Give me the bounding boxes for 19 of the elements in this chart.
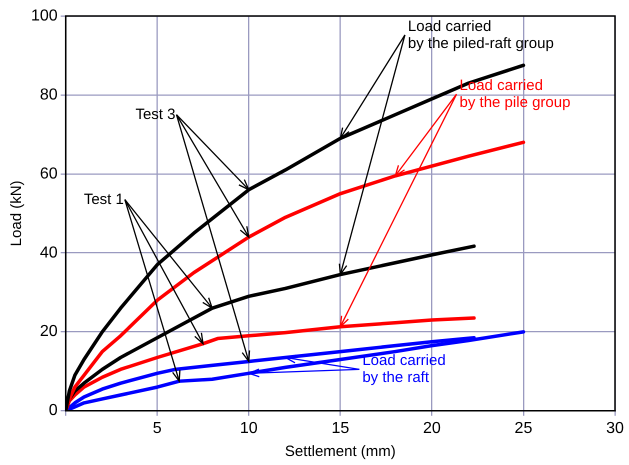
x-tick-label: 10 (240, 420, 258, 437)
annotation: Load carried by the pile group (460, 77, 570, 112)
y-axis-title: Load (kN) (8, 180, 26, 246)
x-tick-label: 25 (514, 420, 532, 437)
annotation: Load carried by the raft (362, 352, 446, 386)
y-tick-label: 60 (40, 165, 58, 182)
annotation: Test 1 (84, 191, 124, 208)
y-tick-label: 0 (48, 402, 58, 420)
x-tick-label: 30 (606, 420, 624, 437)
annotation: Load carried by the piled-raft group (408, 18, 554, 52)
y-tick-label: 20 (40, 323, 58, 340)
y-tick-label: 80 (40, 86, 58, 104)
x-tick-label: 5 (152, 420, 162, 437)
y-tick-label: 100 (30, 7, 58, 24)
x-axis-title: Settlement (mm) (284, 443, 396, 460)
y-tick-label: 40 (40, 244, 58, 262)
x-tick-label: 15 (331, 420, 350, 437)
annotation: Test 3 (135, 106, 176, 124)
x-tick-label: 20 (423, 420, 441, 437)
